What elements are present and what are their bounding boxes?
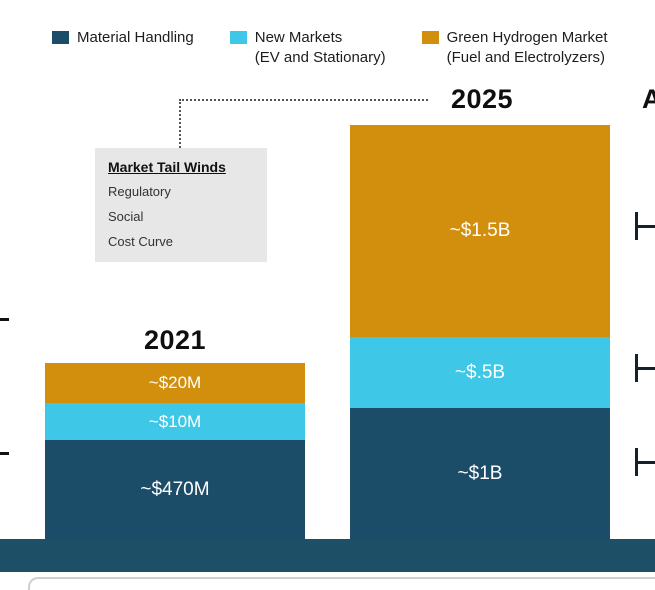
- legend-item-new-markets: New Markets (EV and Stationary): [229, 28, 386, 68]
- bar-2021-segment-new-markets: ~$10M: [45, 403, 305, 440]
- legend-label-green-hydrogen-line2: (Fuel and Electrolyzers): [446, 49, 606, 66]
- legend-item-material-handling: Material Handling: [52, 28, 194, 48]
- legend-item-green-hydrogen: Green Hydrogen Market (Fuel and Electrol…: [421, 28, 608, 68]
- legend-label-material-handling: Material Handling: [77, 29, 194, 46]
- annotation-item-regulatory: Regulatory: [108, 184, 171, 199]
- market-tail-winds-box: Market Tail Winds Regulatory Social Cost…: [95, 148, 267, 262]
- legend-swatch-green-hydrogen: [421, 31, 439, 44]
- bar-2025-segment-green-hydrogen: ~$1.5B: [350, 125, 610, 337]
- left-edge-tick-lower: [0, 452, 9, 455]
- bar-2025-segment-material-handling: ~$1B: [350, 408, 610, 539]
- cropped-text-right: A: [642, 84, 655, 114]
- value-label-2021-material-handling: ~$470M: [140, 478, 210, 500]
- leader-mark-top-line: [635, 225, 655, 228]
- leader-mark-middle-line: [635, 367, 655, 370]
- value-label-2021-new-markets: ~$10M: [148, 411, 202, 431]
- window-edge: [28, 577, 655, 590]
- baseline-bar: [0, 539, 655, 572]
- legend-label-green-hydrogen-line1: Green Hydrogen Market: [446, 29, 608, 46]
- dotted-connector-horizontal: [179, 99, 428, 101]
- value-label-2025-new-markets: ~$.5B: [454, 361, 506, 383]
- bar-2021-segment-material-handling: ~$470M: [45, 440, 305, 539]
- legend-swatch-new-markets: [229, 31, 247, 44]
- dotted-connector-vertical: [179, 99, 181, 148]
- bar-2025-segment-new-markets: ~$.5B: [350, 337, 610, 408]
- leader-mark-bottom-line: [635, 461, 655, 464]
- left-edge-tick-upper: [0, 318, 9, 321]
- legend-swatch-material-handling: [52, 31, 69, 44]
- annotation-title: Market Tail Winds: [108, 159, 226, 175]
- bar-2021-segment-green-hydrogen: ~$20M: [45, 363, 305, 403]
- legend-label-new-markets-line2: (EV and Stationary): [254, 49, 386, 66]
- value-label-2025-material-handling: ~$1B: [457, 462, 503, 484]
- value-label-2025-green-hydrogen: ~$1.5B: [449, 220, 511, 241]
- annotation-item-social: Social: [108, 209, 144, 224]
- chart-legend: Material Handling New Markets (EV and St…: [52, 28, 608, 68]
- year-label-2021: 2021: [143, 325, 207, 355]
- annotation-item-cost-curve: Cost Curve: [108, 234, 174, 249]
- value-label-2021-green-hydrogen: ~$20M: [148, 373, 202, 392]
- legend-label-new-markets-line1: New Markets: [254, 29, 343, 46]
- year-label-2025: 2025: [450, 84, 514, 114]
